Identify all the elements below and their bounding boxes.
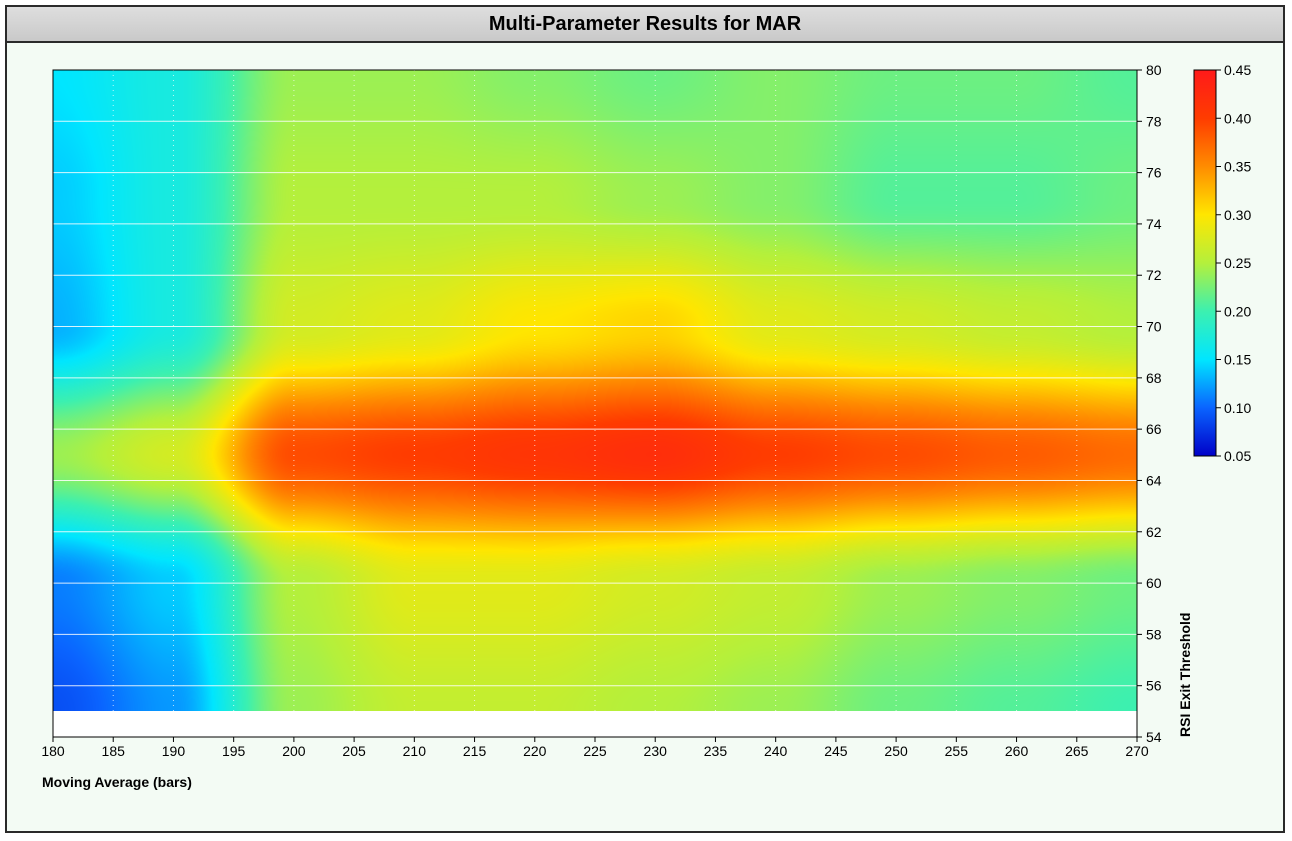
- chart-title: Multi-Parameter Results for MAR: [488, 13, 802, 35]
- colorbar-tick-label: 0.35: [1224, 159, 1251, 175]
- y-tick-label: 70: [1146, 319, 1162, 335]
- colorbar-tick-label: 0.15: [1224, 352, 1251, 368]
- x-tick-label: 180: [41, 743, 65, 759]
- colorbar-tick-label: 0.20: [1224, 303, 1251, 319]
- x-tick-label: 185: [102, 743, 126, 759]
- x-tick-label: 270: [1125, 743, 1149, 759]
- title-bar: Multi-Parameter Results for MAR: [7, 7, 1283, 43]
- x-tick-label: 210: [403, 743, 427, 759]
- x-tick-label: 245: [824, 743, 848, 759]
- y-tick-label: 62: [1146, 524, 1162, 540]
- y-tick-label: 74: [1146, 216, 1162, 232]
- colorbar-tick-label: 0.40: [1224, 110, 1251, 126]
- y-tick-label: 60: [1146, 575, 1162, 591]
- x-tick-label: 255: [945, 743, 969, 759]
- x-tick-label: 230: [644, 743, 668, 759]
- x-tick-label: 250: [884, 743, 908, 759]
- y-axis-title: RSI Exit Threshold: [1177, 613, 1193, 737]
- y-tick-label: 56: [1146, 678, 1162, 694]
- x-tick-label: 260: [1005, 743, 1029, 759]
- y-tick-label: 64: [1146, 472, 1162, 488]
- x-axis-title: Moving Average (bars): [42, 774, 192, 790]
- colorbar-tick-label: 0.30: [1224, 207, 1251, 223]
- y-tick-label: 76: [1146, 165, 1162, 181]
- y-tick-label: 68: [1146, 370, 1162, 386]
- colorbar-tick-label: 0.45: [1224, 62, 1251, 78]
- y-tick-label: 54: [1146, 729, 1162, 745]
- x-tick-label: 265: [1065, 743, 1089, 759]
- colorbar-tick-label: 0.10: [1224, 400, 1251, 416]
- y-tick-label: 66: [1146, 421, 1162, 437]
- x-tick-label: 200: [282, 743, 306, 759]
- colorbar-tick-label: 0.05: [1224, 448, 1251, 464]
- x-tick-label: 190: [162, 743, 186, 759]
- x-tick-label: 215: [463, 743, 487, 759]
- colorbar-tick-label: 0.25: [1224, 255, 1251, 271]
- x-tick-label: 195: [222, 743, 246, 759]
- y-tick-label: 80: [1146, 62, 1162, 78]
- y-tick-label: 58: [1146, 626, 1162, 642]
- x-tick-label: 205: [342, 743, 366, 759]
- x-tick-label: 220: [523, 743, 547, 759]
- x-tick-label: 235: [704, 743, 728, 759]
- colorbar: [1193, 69, 1217, 457]
- x-tick-label: 240: [764, 743, 788, 759]
- y-tick-label: 72: [1146, 267, 1162, 283]
- x-tick-label: 225: [583, 743, 607, 759]
- y-tick-label: 78: [1146, 113, 1162, 129]
